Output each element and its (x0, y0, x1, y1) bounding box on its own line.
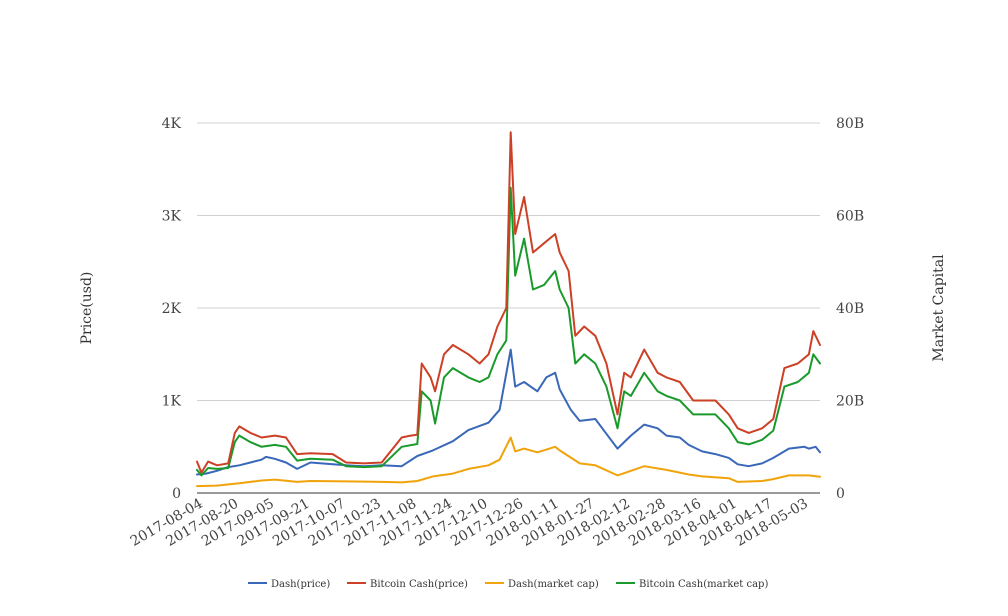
left-y-tick-label: 1K (162, 394, 182, 410)
left-y-axis: 0 1K 2K 3K 4K (162, 116, 182, 502)
legend: Dash(price) Bitcoin Cash(price) Dash(marke… (248, 579, 768, 590)
legend-item: Dash(market cap) (485, 579, 599, 590)
right-y-tick-label: 40B (836, 301, 864, 317)
legend-item: Dash(price) (248, 579, 330, 590)
left-y-tick-label: 0 (172, 486, 181, 502)
right-y-tick-label: 0 (836, 486, 845, 502)
legend-item: Bitcoin Cash(market cap) (616, 579, 768, 590)
right-y-tick-label: 60B (836, 209, 864, 225)
legend-label: Bitcoin Cash(market cap) (639, 579, 768, 590)
series-line-4 (196, 186, 821, 477)
left-y-tick-label: 4K (162, 116, 182, 132)
gridlines (197, 122, 820, 494)
series-line-1 (196, 348, 821, 476)
right-axis-title: Market Capital (931, 254, 947, 362)
right-y-axis: 0 20B 40B 60B 80B (836, 116, 864, 502)
left-axis-title: Price(usd) (79, 272, 95, 345)
left-y-tick-label: 2K (162, 301, 182, 317)
series-lines (196, 131, 821, 488)
x-axis: 2017-08-042017-08-202017-09-052017-09-21… (128, 496, 811, 550)
right-y-tick-label: 20B (836, 394, 864, 410)
left-y-tick-label: 3K (162, 209, 182, 225)
legend-label: Dash(price) (271, 579, 330, 590)
legend-label: Bitcoin Cash(price) (370, 579, 468, 590)
series-line-3 (196, 436, 821, 488)
series-line-2 (196, 131, 821, 474)
right-y-tick-label: 80B (836, 116, 864, 132)
legend-label: Dash(market cap) (508, 579, 599, 590)
legend-item: Bitcoin Cash(price) (347, 579, 468, 590)
